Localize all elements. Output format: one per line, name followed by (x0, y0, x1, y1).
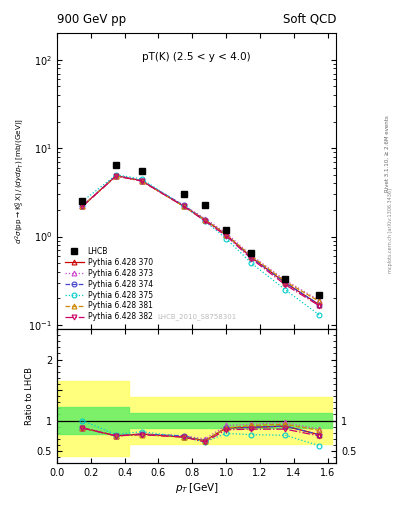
Pythia 6.428 381 (114, 173, 119, 179)
Pythia 6.428 370 (317, 302, 321, 308)
Pythia 6.428 382 (182, 203, 186, 209)
Text: Soft QCD: Soft QCD (283, 13, 336, 26)
Pythia 6.428 374 (182, 202, 186, 208)
Pythia 6.428 382 (283, 282, 288, 288)
LHCB (317, 292, 321, 298)
Line: Pythia 6.428 370: Pythia 6.428 370 (80, 173, 321, 307)
Pythia 6.428 382 (139, 178, 144, 184)
Pythia 6.428 374 (139, 178, 144, 184)
Pythia 6.428 373 (249, 252, 254, 259)
Pythia 6.428 373 (203, 216, 208, 222)
Text: Rivet 3.1.10, ≥ 2.6M events: Rivet 3.1.10, ≥ 2.6M events (385, 115, 390, 192)
Pythia 6.428 370 (80, 203, 85, 209)
Pythia 6.428 370 (203, 217, 208, 223)
LHCB (182, 191, 186, 198)
Pythia 6.428 374 (80, 203, 85, 209)
LHCB (80, 198, 85, 204)
Text: 900 GeV pp: 900 GeV pp (57, 13, 126, 26)
Pythia 6.428 381 (139, 178, 144, 184)
Text: pT(K) (2.5 < y < 4.0): pT(K) (2.5 < y < 4.0) (142, 53, 251, 62)
Pythia 6.428 375 (139, 176, 144, 182)
Pythia 6.428 381 (317, 298, 321, 305)
Pythia 6.428 370 (182, 203, 186, 209)
Pythia 6.428 374 (224, 231, 228, 238)
Pythia 6.428 374 (317, 302, 321, 308)
Pythia 6.428 375 (249, 260, 254, 266)
Pythia 6.428 382 (114, 173, 119, 179)
Pythia 6.428 375 (80, 198, 85, 204)
LHCB (224, 226, 228, 232)
Pythia 6.428 374 (203, 217, 208, 223)
Line: Pythia 6.428 375: Pythia 6.428 375 (80, 173, 321, 317)
Pythia 6.428 375 (283, 287, 288, 293)
Pythia 6.428 382 (317, 303, 321, 309)
Pythia 6.428 375 (182, 203, 186, 209)
Pythia 6.428 373 (283, 277, 288, 283)
Pythia 6.428 375 (203, 218, 208, 224)
Pythia 6.428 374 (249, 254, 254, 261)
Line: Pythia 6.428 382: Pythia 6.428 382 (80, 174, 321, 308)
Pythia 6.428 373 (182, 202, 186, 208)
Pythia 6.428 382 (203, 218, 208, 224)
Legend: LHCB, Pythia 6.428 370, Pythia 6.428 373, Pythia 6.428 374, Pythia 6.428 375, Py: LHCB, Pythia 6.428 370, Pythia 6.428 373… (63, 245, 154, 323)
Pythia 6.428 370 (249, 254, 254, 261)
Pythia 6.428 375 (114, 172, 119, 178)
LHCB (114, 162, 119, 168)
Pythia 6.428 370 (283, 280, 288, 286)
Pythia 6.428 381 (80, 203, 85, 209)
LHCB (203, 202, 208, 208)
Pythia 6.428 375 (317, 312, 321, 318)
Pythia 6.428 381 (249, 253, 254, 259)
Pythia 6.428 370 (139, 178, 144, 184)
Pythia 6.428 373 (317, 297, 321, 304)
Text: LHCB_2010_S8758301: LHCB_2010_S8758301 (157, 313, 236, 320)
Pythia 6.428 382 (80, 203, 85, 209)
Pythia 6.428 374 (283, 280, 288, 286)
X-axis label: $p_T\,[\mathrm{GeV}]$: $p_T\,[\mathrm{GeV}]$ (174, 481, 219, 495)
Pythia 6.428 373 (80, 203, 85, 209)
Pythia 6.428 373 (139, 178, 144, 184)
LHCB (249, 250, 254, 256)
Pythia 6.428 382 (249, 256, 254, 262)
Pythia 6.428 370 (114, 173, 119, 179)
Line: Pythia 6.428 373: Pythia 6.428 373 (80, 173, 321, 303)
Y-axis label: $d^2\sigma(\mathsf{pp}{\rightarrow}\mathsf{K}^0_S\,\mathsf{X})\,/\,(dydp_T)\,[\m: $d^2\sigma(\mathsf{pp}{\rightarrow}\math… (14, 118, 27, 244)
Pythia 6.428 374 (114, 173, 119, 179)
Pythia 6.428 381 (283, 279, 288, 285)
LHCB (283, 276, 288, 282)
Pythia 6.428 370 (224, 231, 228, 238)
Line: Pythia 6.428 381: Pythia 6.428 381 (80, 174, 321, 304)
Pythia 6.428 381 (182, 203, 186, 209)
Pythia 6.428 381 (224, 231, 228, 238)
Line: Pythia 6.428 374: Pythia 6.428 374 (80, 173, 321, 307)
Pythia 6.428 373 (114, 173, 119, 179)
Pythia 6.428 382 (224, 233, 228, 239)
Pythia 6.428 381 (203, 217, 208, 223)
Text: mcplots.cern.ch [arXiv:1306.3436]: mcplots.cern.ch [arXiv:1306.3436] (387, 188, 393, 273)
Pythia 6.428 373 (224, 230, 228, 236)
Y-axis label: Ratio to LHCB: Ratio to LHCB (25, 367, 34, 425)
Line: LHCB: LHCB (79, 161, 323, 298)
Pythia 6.428 375 (224, 236, 228, 242)
LHCB (139, 168, 144, 174)
